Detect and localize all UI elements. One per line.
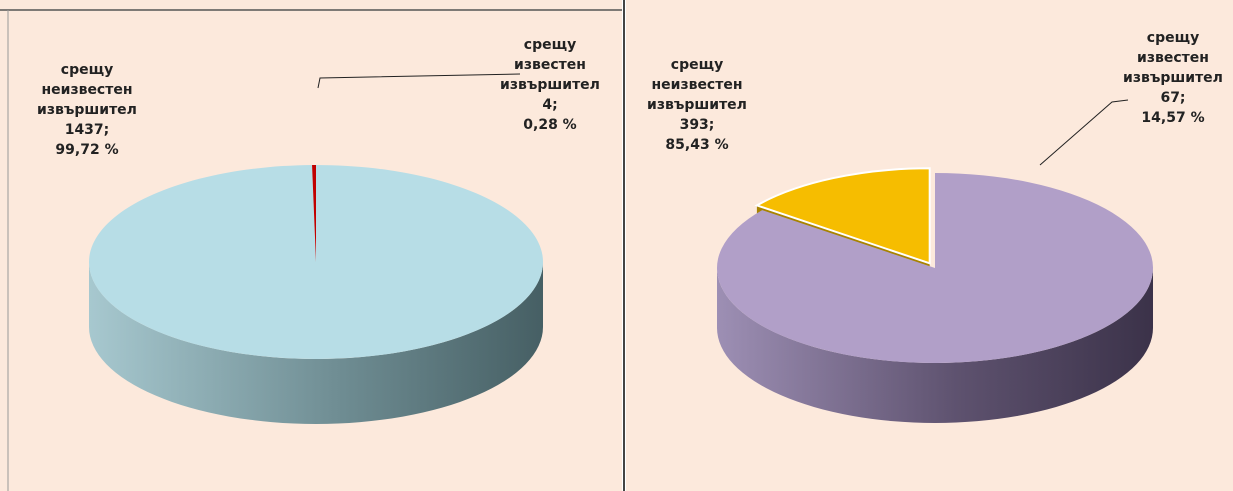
- label-category: срещу неизвестен извършител: [37, 62, 137, 118]
- slice-side: [717, 268, 1153, 423]
- label-value: 4;: [542, 97, 558, 113]
- label-category: срещу неизвестен извършител: [647, 57, 747, 113]
- label-category: срещу известен извършител: [1123, 30, 1223, 86]
- label-percent: 99,72 %: [55, 142, 119, 158]
- data-label: срещу известен извършител 67; 14,57 %: [1118, 28, 1228, 128]
- label-value: 67;: [1160, 90, 1186, 106]
- data-label: срещу неизвестен извършител 393; 85,43 %: [632, 55, 762, 155]
- label-value: 393;: [679, 117, 715, 133]
- slice: [754, 167, 931, 265]
- slice: [716, 173, 1153, 363]
- slice-side: [89, 262, 543, 424]
- data-label: срещу неизвестен извършител 1437; 99,72 %: [22, 60, 152, 160]
- label-category: срещу известен извършител: [500, 37, 600, 93]
- leader-line: [1039, 99, 1129, 166]
- slice: [89, 165, 544, 359]
- label-value: 1437;: [64, 122, 110, 138]
- label-percent: 0,28 %: [523, 117, 577, 133]
- leader-line: [317, 73, 521, 89]
- slice: [312, 165, 316, 262]
- label-percent: 85,43 %: [665, 137, 729, 153]
- label-percent: 14,57 %: [1141, 110, 1205, 126]
- data-label: срещу известен извършител 4; 0,28 %: [495, 35, 605, 135]
